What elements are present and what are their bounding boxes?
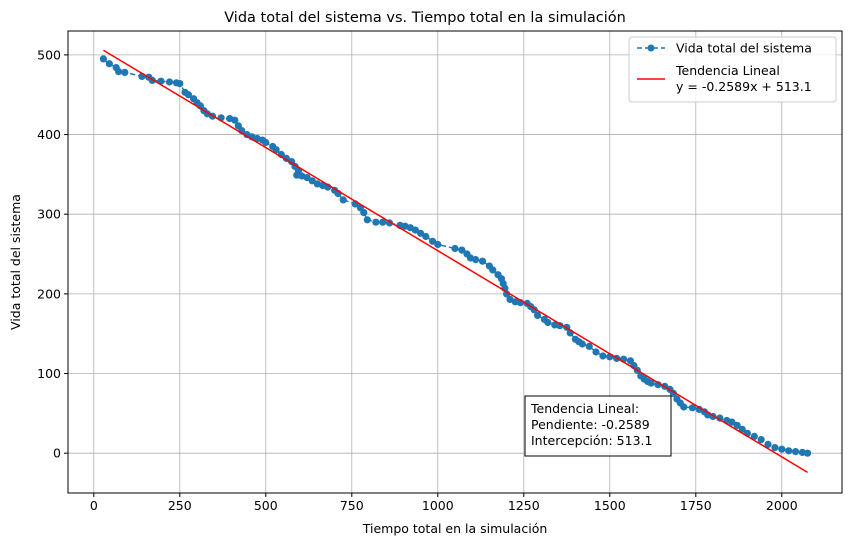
- data-point: [417, 229, 425, 237]
- y-tick-label: 0: [53, 446, 61, 461]
- data-point: [654, 381, 662, 389]
- data-point: [372, 218, 380, 226]
- data-point: [115, 68, 123, 76]
- x-axis-ticks: 0 250 500 750 1000 1250 1500 1750 2000: [90, 493, 798, 513]
- series-layer: [99, 49, 812, 474]
- data-point: [534, 311, 542, 319]
- data-point: [451, 244, 459, 253]
- data-point: [121, 68, 129, 76]
- data-point: [688, 404, 697, 412]
- data-point: [785, 447, 793, 455]
- data-point: [544, 318, 552, 327]
- x-tick-label: 750: [340, 498, 364, 513]
- data-point: [165, 78, 174, 86]
- data-point: [728, 418, 736, 426]
- y-tick-label: 400: [37, 127, 61, 142]
- y-tick-label: 200: [37, 286, 61, 301]
- data-point: [429, 237, 437, 245]
- data-point: [184, 91, 192, 99]
- legend-series-label: Vida total del sistema: [676, 41, 812, 56]
- data-point: [231, 116, 239, 124]
- data-point: [680, 403, 688, 411]
- y-tick-label: 300: [37, 207, 61, 222]
- data-point: [792, 448, 800, 456]
- data-point: [99, 55, 107, 63]
- data-point: [422, 232, 430, 241]
- x-axis-label: Tiempo total en la simulación: [362, 521, 548, 536]
- data-point: [599, 352, 607, 360]
- annotation-box: [524, 395, 672, 457]
- data-point: [339, 196, 347, 204]
- legend-trend-label-line2: y = -0.2589x + 513.1: [676, 79, 812, 94]
- data-point: [750, 432, 758, 440]
- x-tick-label: 1000: [422, 498, 454, 513]
- data-point: [592, 348, 600, 356]
- data-point: [716, 414, 724, 422]
- annotation-intercept: Intercepción: 513.1: [531, 433, 652, 448]
- data-point: [360, 209, 368, 217]
- data-point: [272, 146, 280, 154]
- trend-line: [103, 49, 808, 474]
- annotation-slope: Pendiente: -0.2589: [531, 417, 650, 432]
- data-point: [771, 444, 779, 452]
- data-point: [363, 216, 371, 224]
- chart-title: Vida total del sistema vs. Tiempo total …: [224, 10, 626, 26]
- data-point: [308, 177, 316, 185]
- y-tick-label: 100: [37, 366, 61, 381]
- x-tick-label: 0: [90, 498, 98, 513]
- y-tick-label: 500: [37, 47, 61, 62]
- data-point: [757, 436, 765, 444]
- data-point: [585, 342, 593, 350]
- x-tick-label: 2000: [766, 498, 798, 513]
- y-axis-ticks: 0 100 200 300 400 500: [37, 47, 68, 461]
- data-point: [458, 246, 466, 254]
- data-point: [262, 138, 270, 147]
- data-point: [434, 240, 442, 249]
- legend-box: [628, 36, 837, 103]
- data-point: [578, 340, 586, 348]
- grid: [68, 31, 842, 493]
- data-series-line: [102, 58, 808, 454]
- data-point: [489, 266, 497, 274]
- data-point: [764, 440, 772, 448]
- legend-trend-label-line1: Tendencia Lineal: [675, 63, 780, 78]
- x-tick-label: 1250: [508, 498, 540, 513]
- data-point: [733, 421, 741, 429]
- data-point: [804, 449, 812, 457]
- data-point: [503, 290, 511, 298]
- x-tick-label: 250: [168, 498, 192, 513]
- data-point: [105, 60, 113, 68]
- data-point: [738, 425, 746, 433]
- plot-frame: [67, 30, 843, 494]
- y-axis-label: Vida total del sistema: [8, 194, 23, 330]
- x-tick-label: 1750: [680, 498, 712, 513]
- x-tick-label: 500: [254, 498, 278, 513]
- legend: Vida total del sistema Tendencia Lineal …: [628, 36, 837, 103]
- data-point: [647, 379, 655, 387]
- annotation-line1: Tendencia Lineal:: [530, 401, 639, 416]
- data-point: [379, 218, 387, 226]
- data-point: [778, 445, 786, 453]
- data-point: [176, 80, 184, 88]
- legend-series-marker: [647, 44, 655, 52]
- data-point: [472, 256, 480, 264]
- x-tick-label: 1500: [594, 498, 626, 513]
- data-point: [478, 257, 487, 265]
- data-point: [556, 322, 564, 330]
- trend-annotation: Tendencia Lineal: Pendiente: -0.2589 Int…: [524, 395, 672, 457]
- data-point: [411, 226, 419, 234]
